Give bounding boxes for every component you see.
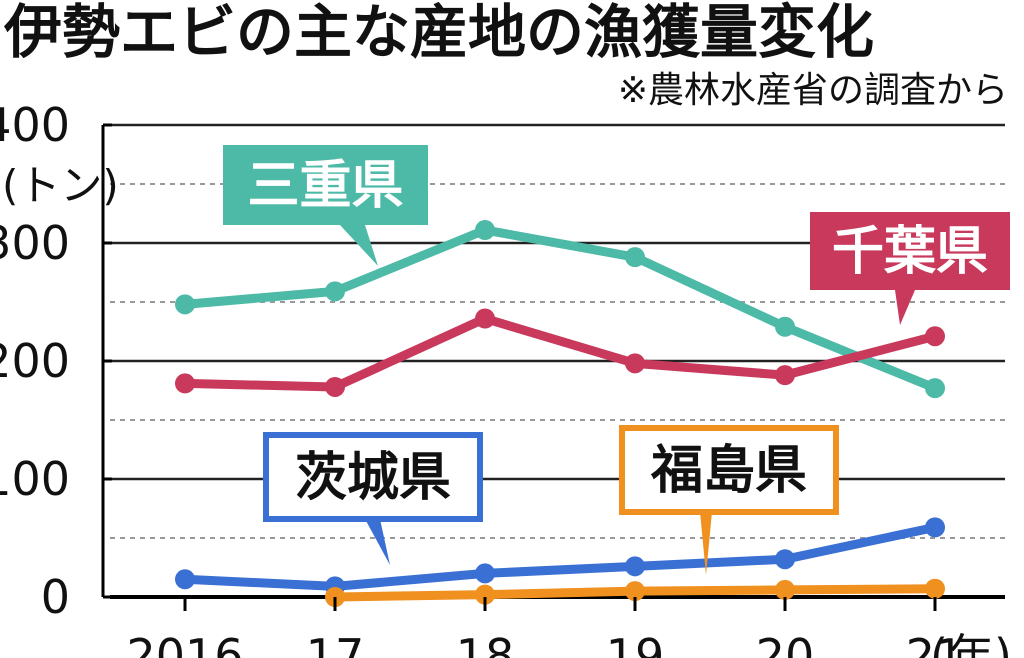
x-tick-label: 20 [756,629,815,658]
series-label: 茨城県 [295,448,451,508]
x-tick-label: 17 [306,629,365,658]
chart-title: 伊勢エビの主な産地の漁獲量変化 [3,0,874,66]
data-point [625,247,645,268]
series-callout: 千葉県 [810,212,1010,325]
callout-tail [340,225,378,266]
data-point [925,517,945,538]
data-point [775,365,795,386]
series-label: 福島県 [650,441,807,501]
data-point [325,281,345,302]
data-point [475,308,495,329]
data-point [775,316,795,337]
data-point [625,353,645,374]
x-tick-label: 18 [456,629,515,658]
x-axis: 2016 17 18 19 20 21(年) [126,597,1012,658]
y-tick-label: 200 [0,334,70,388]
callout-tail [365,519,390,565]
x-tick-label: 2016 [126,629,243,658]
chart-note: ※農林水産省の調査から [618,70,1008,111]
data-point [475,220,495,241]
series-label: 三重県 [247,156,403,216]
y-tick-label: 100 [0,452,70,506]
callout-box [810,212,1010,290]
series-callout: 三重県 [223,145,428,266]
callout-box [263,432,483,522]
y-tick-label: 0 [41,570,70,624]
data-point [625,581,645,602]
series-line [180,522,940,591]
data-point [475,563,495,584]
data-point [925,326,945,347]
data-point [625,556,645,577]
x-axis-unit: (年) [930,629,1012,658]
y-tick-label: 400 [0,98,70,152]
series-callout: 福島県 [619,425,839,575]
data-point [325,376,345,397]
series-callout: 茨城県 [263,432,483,565]
data-point [925,578,945,599]
series-label: 千葉県 [832,222,988,282]
data-point [175,569,195,590]
series-line [180,225,940,393]
data-point [175,373,195,394]
data-point [925,378,945,399]
data-point [775,579,795,600]
series-line [180,314,940,392]
y-tick-label: 300 [0,216,70,270]
x-tick-label: 21 [906,629,965,658]
data-point [175,294,195,315]
x-tick-label: 19 [606,629,665,658]
y-axis: 0 100 200 300 400 [0,98,112,624]
callout-tail [895,290,915,325]
callout-box [223,145,428,225]
y-axis-unit: (トン) [2,161,119,210]
data-point [775,549,795,570]
callout-box [619,425,839,515]
data-point [475,584,495,605]
callout-tail [700,512,712,575]
